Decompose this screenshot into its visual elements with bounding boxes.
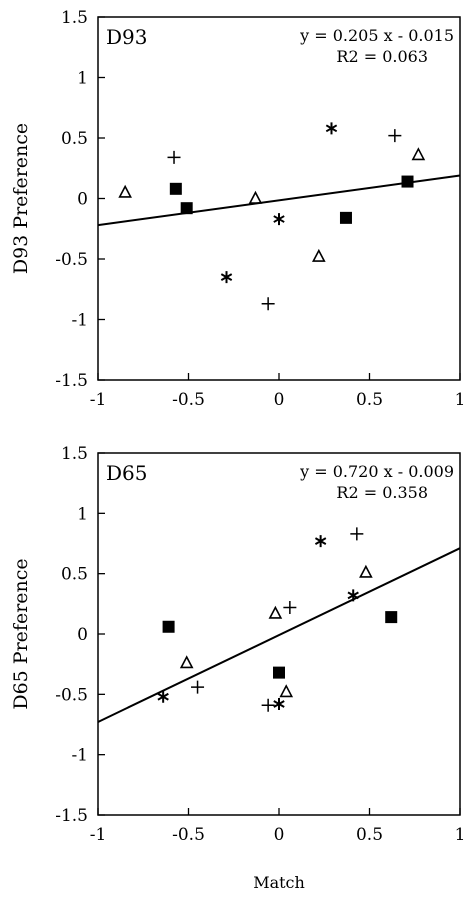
- x-tick-label: 0: [274, 825, 285, 845]
- star-marker: [347, 589, 359, 602]
- regression-line: [97, 547, 461, 723]
- regression-line: [97, 174, 461, 227]
- star-marker: [273, 697, 285, 710]
- x-tick-label: 0.5: [356, 825, 383, 845]
- y-tick-label: 1.5: [61, 8, 88, 28]
- y-tick-label: 1: [77, 504, 88, 524]
- square-marker: [339, 211, 352, 224]
- r-squared: R2 = 0.358: [336, 483, 428, 502]
- y-tick-label: -1.5: [55, 371, 88, 391]
- x-tick-label: 1: [455, 390, 466, 410]
- y-tick-label: -0.5: [55, 685, 88, 705]
- square-marker: [162, 620, 175, 633]
- x-tick-label: 1: [455, 825, 466, 845]
- square-marker: [273, 666, 285, 679]
- x-tick-label: -1: [90, 825, 107, 845]
- star-marker: [157, 690, 169, 703]
- y-tick-label: 1.5: [61, 444, 88, 464]
- square-marker: [180, 202, 193, 215]
- triangle-marker: [411, 147, 426, 161]
- y-tick-label: -1: [71, 311, 88, 331]
- x-tick-label: -0.5: [172, 390, 205, 410]
- square-marker: [401, 175, 414, 188]
- y-axis-label: D65 Preference: [10, 558, 32, 709]
- triangle-marker: [118, 184, 132, 198]
- plus-marker: [167, 150, 181, 164]
- x-axis-label: Match: [253, 873, 305, 892]
- triangle-marker: [268, 605, 283, 619]
- r-squared: R2 = 0.063: [336, 47, 428, 66]
- triangle-marker: [248, 190, 263, 204]
- triangle-marker: [359, 564, 373, 578]
- y-axis-label: D93 Preference: [10, 123, 32, 274]
- y-tick-label: 0: [77, 190, 88, 210]
- x-tick-label: 0: [274, 390, 285, 410]
- x-tick-label: 0.5: [356, 390, 383, 410]
- star-marker: [325, 122, 338, 135]
- plot-frame: [97, 16, 461, 381]
- plus-marker: [261, 297, 275, 311]
- y-tick-label: -0.5: [55, 250, 88, 270]
- regression-equation: y = 0.205 x - 0.015: [299, 26, 454, 45]
- plus-marker: [350, 527, 364, 541]
- y-tick-label: 0.5: [61, 565, 88, 585]
- plus-marker: [191, 680, 205, 694]
- y-tick-label: 0.5: [61, 129, 88, 149]
- triangle-marker: [179, 655, 194, 669]
- plus-marker: [388, 129, 402, 143]
- plus-marker: [261, 698, 275, 712]
- x-tick-label: -0.5: [172, 825, 205, 845]
- y-tick-label: 1: [77, 69, 88, 89]
- plus-marker: [283, 600, 297, 614]
- regression-equation: y = 0.720 x - 0.009: [299, 462, 454, 481]
- x-tick-label: -1: [90, 390, 107, 410]
- star-marker: [314, 535, 327, 548]
- panel-label: D65: [106, 461, 147, 485]
- star-marker: [273, 213, 285, 226]
- square-marker: [169, 182, 182, 195]
- panel-label: D93: [106, 25, 147, 49]
- y-tick-label: -1: [71, 746, 88, 766]
- star-marker: [220, 271, 233, 284]
- triangle-marker: [311, 248, 326, 262]
- y-tick-label: 0: [77, 625, 88, 645]
- square-marker: [385, 611, 398, 624]
- y-tick-label: -1.5: [55, 806, 88, 826]
- triangle-marker: [279, 684, 294, 698]
